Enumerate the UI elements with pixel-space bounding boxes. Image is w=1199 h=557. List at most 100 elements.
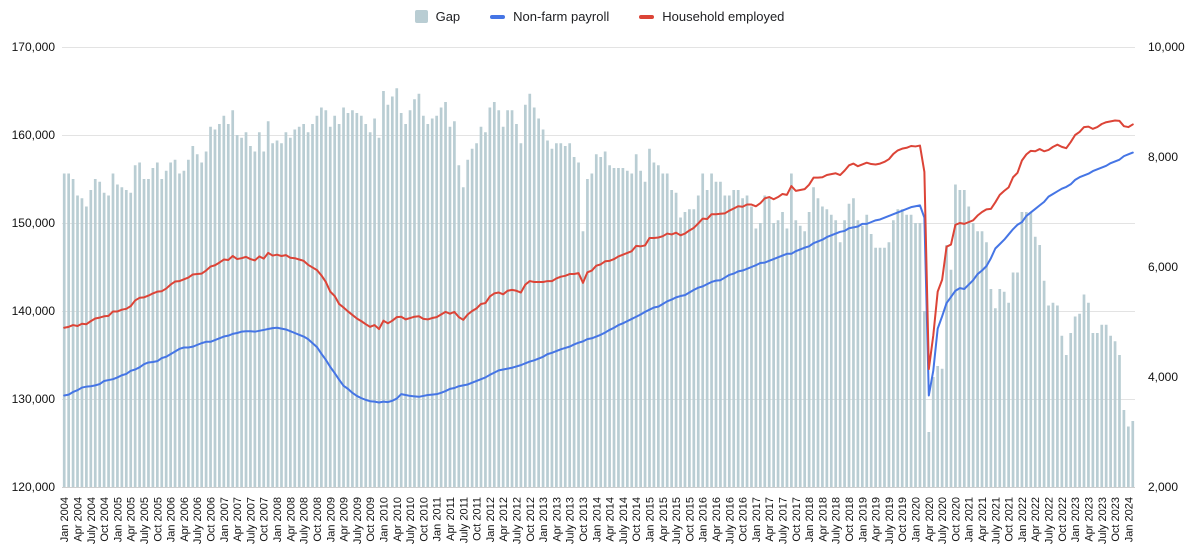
x-axis-tick: Apr 2018	[817, 497, 829, 542]
gap-bar	[107, 195, 110, 487]
x-axis-tick: Jan 2014	[591, 497, 603, 542]
x-axis-tick: July 2021	[990, 497, 1002, 544]
x-axis-tick: Oct 2018	[844, 497, 856, 542]
gap-bar	[1113, 341, 1117, 487]
gap-bar	[209, 126, 212, 487]
gap-bar	[523, 104, 527, 487]
gap-bar	[993, 308, 997, 487]
gap-bar	[218, 124, 221, 487]
x-axis-tick: Oct 2022	[1057, 497, 1069, 542]
gap-bar	[191, 146, 195, 487]
gap-bar	[102, 192, 106, 487]
x-axis-tick: July 2016	[724, 497, 736, 544]
gap-bar	[289, 137, 292, 487]
x-axis-tick: Oct 2005	[152, 497, 164, 542]
gap-bar	[563, 146, 567, 487]
left-axis-labels: 120,000 130,000 140,000 150,000 160,000 170,0…	[12, 40, 56, 494]
gap-bar	[541, 129, 545, 487]
gap-bar	[501, 126, 505, 487]
gap-bar	[453, 121, 456, 487]
gap-bar	[900, 209, 904, 487]
x-axis-tick: Jan 2008	[272, 497, 284, 542]
gap-bar	[1038, 245, 1042, 487]
gap-bar	[914, 223, 917, 487]
x-axis-tick: July 2011	[458, 497, 470, 543]
gap-bar	[967, 206, 971, 487]
gap-bar	[980, 231, 984, 487]
gap-bar	[178, 173, 181, 487]
left-axis-tick: 170,000	[12, 40, 56, 54]
x-axis-tick: Jan 2005	[112, 497, 124, 542]
gap-bar	[377, 137, 381, 487]
gap-bar	[763, 195, 767, 487]
gap-bar	[297, 126, 301, 487]
gap-bar	[829, 214, 833, 487]
gap-bar	[355, 113, 359, 487]
gap-bar	[794, 220, 798, 487]
gap-bar	[1118, 355, 1121, 487]
gap-bar	[745, 195, 749, 487]
gap-bar	[892, 220, 895, 487]
legend-label-gap: Gap	[435, 9, 461, 24]
gap-bar	[807, 212, 811, 487]
gap-bar	[1011, 272, 1015, 487]
gap-bar	[590, 173, 594, 487]
legend-item-gap: Gap	[414, 9, 461, 24]
gap-bar	[670, 190, 674, 487]
gap-bar	[249, 146, 252, 487]
gap-bar	[253, 151, 257, 487]
non-farm-payroll-line	[63, 151, 1134, 404]
gap-bar	[444, 102, 447, 487]
gap-bar	[621, 168, 625, 487]
gap-bar	[1091, 333, 1095, 487]
gap-bar	[688, 209, 691, 487]
x-axis-tick: Oct 2006	[206, 497, 218, 542]
x-axis-tick: Oct 2013	[578, 497, 590, 542]
gap-bar	[909, 214, 913, 487]
gap-bar	[603, 151, 607, 487]
gap-bar	[160, 179, 164, 487]
gap-bar	[683, 212, 687, 487]
x-axis-tick: Apr 2006	[179, 497, 191, 542]
gap-bar	[439, 107, 443, 487]
gap-bar	[998, 289, 1002, 487]
x-axis-tick: Oct 2019	[897, 497, 909, 542]
gap-bar	[151, 168, 155, 487]
gap-bar	[213, 129, 217, 487]
gap-bar	[373, 118, 376, 487]
gap-bar	[1007, 302, 1010, 487]
gap-bar	[1122, 410, 1126, 487]
x-axis-tick: Oct 2014	[631, 497, 643, 542]
left-axis-tick: 150,000	[12, 216, 56, 230]
x-axis-tick: Apr 2012	[498, 497, 510, 542]
x-axis-tick: Jan 2013	[538, 497, 550, 542]
gap-bar	[133, 165, 137, 487]
gap-bar	[679, 217, 682, 487]
x-axis-tick: Oct 2020	[950, 497, 962, 542]
gap-bar	[284, 132, 288, 487]
gap-bar	[625, 170, 629, 487]
gap-bar	[461, 187, 465, 487]
gap-bar	[705, 190, 709, 487]
gap-bar	[834, 220, 838, 487]
x-axis-tick: Apr 2014	[605, 497, 617, 542]
gap-bar	[790, 173, 793, 487]
gap-bar	[546, 140, 549, 487]
gap-bar	[599, 157, 603, 487]
x-axis-tick: Jan 2009	[325, 497, 337, 542]
gap-bar	[1100, 324, 1104, 487]
gap-bar	[315, 115, 319, 487]
gap-bar	[958, 190, 962, 487]
gap-bar	[328, 126, 332, 487]
right-axis-tick: 10,000	[1148, 40, 1185, 54]
gap-bar	[147, 179, 150, 487]
gap-bar	[1025, 212, 1028, 487]
gap-bar	[1060, 335, 1064, 487]
gap-bar	[869, 234, 873, 487]
gap-bars	[62, 88, 1135, 487]
x-axis-tick: Apr 2013	[551, 497, 563, 542]
gap-bar	[767, 198, 771, 487]
gap-bar	[470, 148, 474, 487]
x-axis-tick: Apr 2017	[764, 497, 776, 542]
gap-bar	[1095, 333, 1099, 487]
